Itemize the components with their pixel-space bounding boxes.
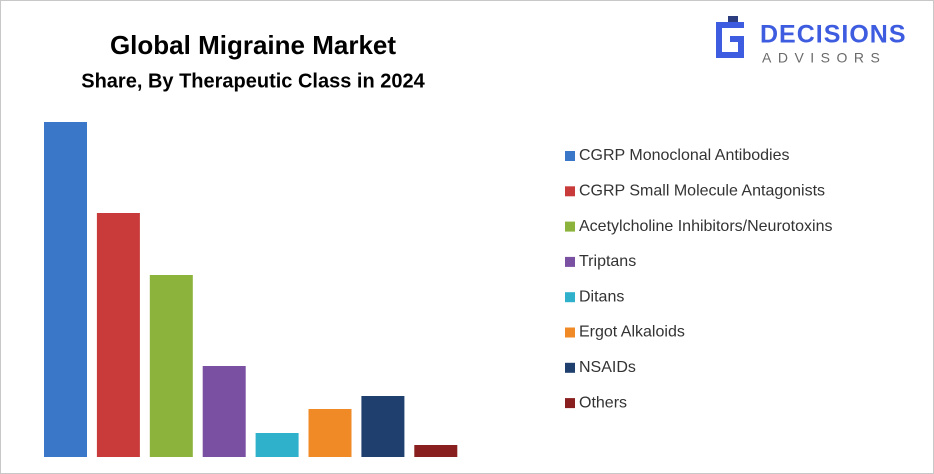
bar <box>308 409 352 457</box>
legend-label: NSAIDs <box>579 359 636 376</box>
legend-label: Ergot Alkaloids <box>579 324 685 341</box>
logo-name: DECISIONS <box>760 21 907 49</box>
chart-title: Global Migraine Market <box>110 30 396 60</box>
bar <box>149 275 193 457</box>
legend-swatch <box>565 292 575 303</box>
chart-subtitle: Share, By Therapeutic Class in 2024 <box>81 70 425 92</box>
legend-swatch <box>565 151 575 161</box>
bar <box>255 433 299 457</box>
legend-label: Triptans <box>579 253 636 270</box>
legend-swatch <box>565 221 575 232</box>
logo-icon-top <box>728 16 738 22</box>
bar <box>96 213 140 457</box>
legend-swatch <box>565 398 575 409</box>
legend-label: Ditans <box>579 288 624 305</box>
legend-swatch <box>565 186 575 197</box>
bar <box>44 122 87 457</box>
legend-label: CGRP Monoclonal Antibodies <box>579 147 790 164</box>
logo: DECISIONS ADVISORS <box>716 16 907 66</box>
legend-label: Others <box>579 394 627 411</box>
legend-swatch <box>565 327 575 338</box>
bar <box>202 366 246 457</box>
legend-swatch <box>565 256 575 267</box>
legend-label: CGRP Small Molecule Antagonists <box>579 183 825 200</box>
legend-label: Acetylcholine Inhibitors/Neurotoxins <box>579 218 832 235</box>
logo-icon <box>716 22 744 58</box>
logo-tagline: ADVISORS <box>762 50 886 66</box>
bar <box>361 396 405 457</box>
legend-swatch <box>565 362 575 373</box>
bar <box>414 445 458 457</box>
